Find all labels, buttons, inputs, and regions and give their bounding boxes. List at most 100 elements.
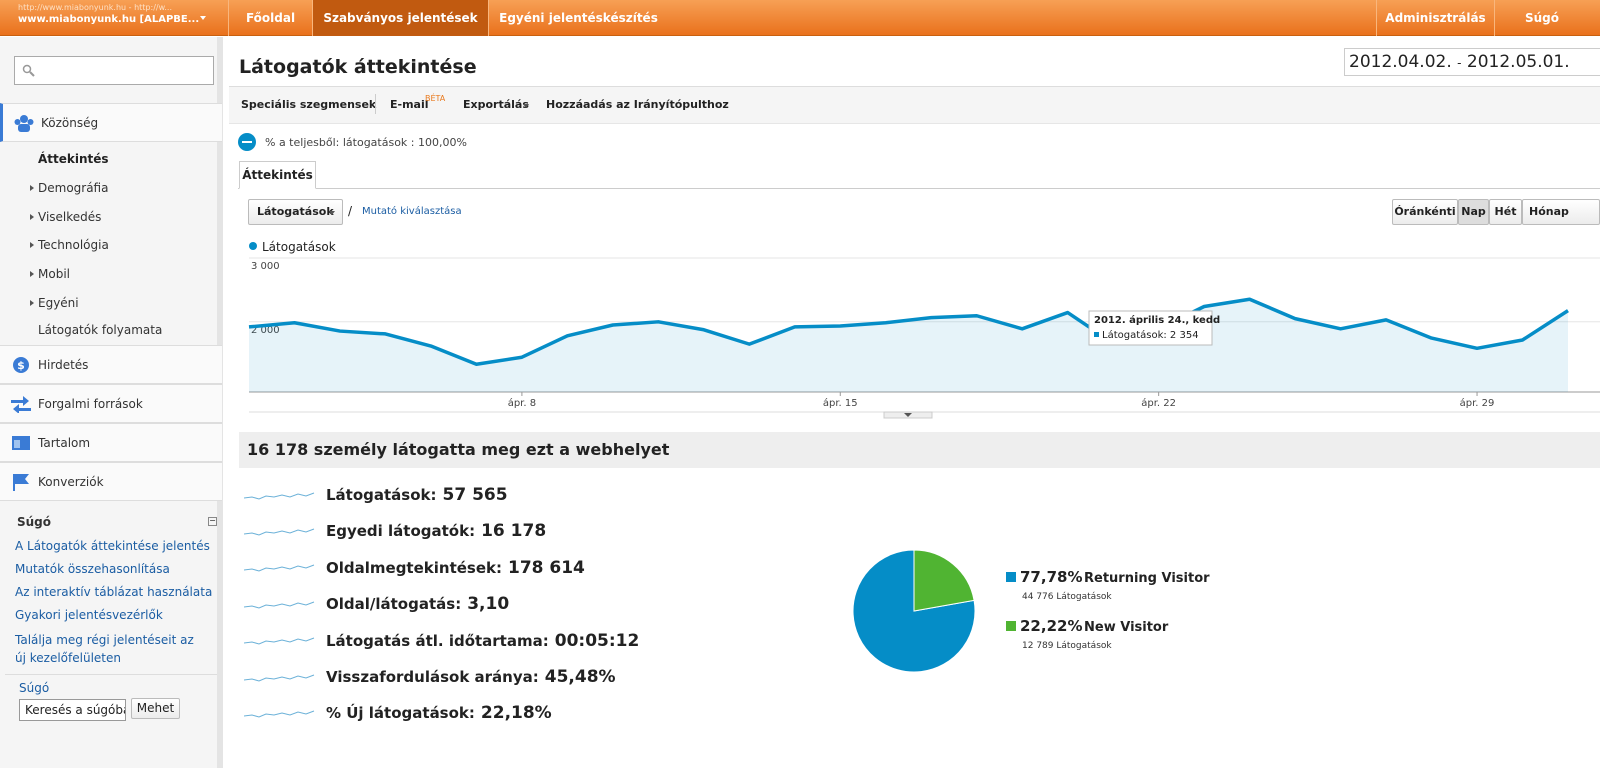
ads-icon: $	[13, 357, 29, 373]
date-range[interactable]: 2012.04.02. - 2012.05.01.	[1344, 48, 1600, 76]
go-button[interactable]: Mehet	[131, 698, 180, 719]
line	[248, 297, 1569, 366]
help-link[interactable]: Gyakori jelentésvezérlők	[15, 608, 163, 622]
collapse-button[interactable]: −	[208, 516, 217, 526]
metric-value: 00:05:12	[554, 630, 640, 651]
nav-tab[interactable]: Főoldal	[228, 0, 312, 36]
account-url: http://www.miabonyunk.hu - http://w...	[18, 3, 173, 12]
dropdown-arrow	[523, 104, 529, 108]
period-button[interactable]: Óránkénti	[1392, 199, 1458, 225]
x-tick-label: ápr. 22	[1141, 397, 1176, 409]
metric-row: Látogatás átl. időtartama: 00:05:12	[243, 630, 640, 651]
divider	[375, 94, 376, 114]
search-box[interactable]	[14, 56, 214, 85]
metric-value: 22,18%	[480, 703, 552, 724]
pie-slice	[913, 549, 975, 612]
period-button[interactable]: Hónap	[1522, 199, 1600, 225]
metric-row: % Új látogatások: 22,18%	[243, 703, 552, 724]
nav-section[interactable]: Közönség	[0, 103, 222, 142]
x-tick-label: ápr. 29	[1460, 397, 1495, 409]
tab-line	[238, 188, 1600, 189]
section-label: Hirdetés	[38, 358, 89, 372]
nav-tab[interactable]: Szabványos jelentések	[312, 0, 488, 36]
help-link[interactable]: Találja meg régi jelentéseit az új kezel…	[15, 633, 194, 665]
metric-value: 16 178	[481, 521, 547, 542]
goal-icon	[13, 474, 29, 491]
account-name[interactable]: www.miabonyunk.hu [ALAPBE...	[18, 14, 200, 25]
sparkline	[243, 674, 315, 682]
sparkline	[243, 492, 315, 500]
divider	[5, 674, 217, 675]
dropdown-arrow	[200, 16, 206, 20]
nav-tab[interactable]: Súgó	[1494, 0, 1600, 36]
help-link[interactable]: Az interaktív táblázat használata	[15, 585, 213, 599]
metric-value: 178 614	[508, 557, 585, 578]
sparkline	[243, 637, 315, 645]
metric-label: Oldal/látogatás:	[326, 595, 462, 614]
sparkline-path	[243, 564, 315, 572]
nav-item[interactable]: Demográfia	[30, 181, 108, 195]
legend-label: Látogatások	[262, 240, 336, 254]
legend-swatch	[1006, 621, 1016, 631]
period-button[interactable]: Nap	[1458, 199, 1489, 225]
nav-item[interactable]: Viselkedés	[30, 210, 101, 224]
nav-item[interactable]: Mobil	[30, 267, 70, 281]
help-link[interactable]: Mutatók összehasonlítása	[15, 562, 170, 576]
legend-value: 77,78%	[1020, 568, 1082, 586]
metric-value: 3,10	[467, 594, 510, 615]
sparkline-path	[243, 710, 315, 718]
search-icon	[22, 64, 35, 77]
sparkline-path	[243, 637, 315, 645]
nav-section[interactable]: Forgalmi források	[0, 384, 222, 423]
period-button[interactable]: Hét	[1489, 199, 1522, 225]
legend-marker	[249, 242, 257, 250]
toolbar-button[interactable]: E-mail	[390, 98, 429, 111]
expand-handle	[883, 411, 933, 419]
tooltip-text: Látogatások: 2 354	[1102, 329, 1199, 341]
x-tick-label: ápr. 15	[823, 397, 858, 409]
nav-item[interactable]: Egyéni	[30, 296, 79, 310]
toolbar-button[interactable]: Speciális szegmensek	[241, 98, 377, 111]
nav-section[interactable]: $ Hirdetés	[0, 345, 222, 384]
metric-label: % Új látogatások:	[326, 704, 475, 723]
metric-row: Oldal/látogatás: 3,10	[243, 594, 510, 615]
svg-text:$: $	[17, 359, 25, 372]
nav-section[interactable]: Tartalom	[0, 423, 222, 462]
metric-value: 57 565	[442, 485, 508, 505]
nav-tab[interactable]: Egyéni jelentéskészítés	[488, 0, 668, 36]
audience-icon	[14, 115, 34, 132]
tooltip	[1088, 310, 1213, 346]
nav-tab[interactable]: Adminisztrálás	[1376, 0, 1494, 36]
content-icon	[12, 436, 30, 450]
help-link[interactable]: A Látogatók áttekintése jelentés	[15, 539, 210, 553]
segment-label: % a teljesből: látogatások : 100,00%	[265, 136, 467, 149]
nav-item[interactable]: Áttekintés	[38, 152, 109, 166]
pick-metric[interactable]: Mutató kiválasztása	[362, 206, 462, 217]
nav-section[interactable]: Konverziók	[0, 462, 222, 501]
legend-value: 22,22%	[1020, 617, 1082, 635]
sidebar: Közönség Áttekintés Demográfia Viselkedé…	[0, 37, 223, 768]
help-title: Súgó	[17, 515, 52, 529]
tab[interactable]: Áttekintés	[239, 161, 316, 189]
expand-arrow	[904, 413, 912, 417]
x-tick-label: ápr. 8	[508, 397, 536, 409]
segment-icon	[238, 133, 256, 151]
metric-label: Látogatás átl. időtartama:	[326, 631, 549, 650]
metric-select[interactable]: Látogatások	[248, 199, 343, 225]
sparkline	[243, 528, 315, 536]
y-tick-label: 2 000	[251, 325, 280, 336]
nav-item[interactable]: Látogatók folyamata	[38, 323, 163, 337]
legend-swatch	[1006, 572, 1016, 582]
legend-label: Returning Visitor	[1084, 571, 1210, 586]
nav-item[interactable]: Technológia	[30, 238, 109, 252]
toolbar-button[interactable]: Exportálás	[463, 98, 529, 111]
metric-row: Oldalmegtekintések: 178 614	[243, 557, 585, 578]
pie-slice	[852, 549, 976, 673]
separator: /	[348, 204, 353, 218]
help-search-input[interactable]: Keresés a súgóba	[19, 699, 126, 721]
traffic-icon	[11, 396, 31, 413]
legend-sublabel: 12 789 Látogatások	[1022, 641, 1112, 651]
area	[249, 299, 1568, 392]
metric-label: Visszafordulások aránya:	[326, 668, 539, 686]
toolbar-button[interactable]: Hozzáadás az Irányítópulthoz	[546, 98, 729, 111]
